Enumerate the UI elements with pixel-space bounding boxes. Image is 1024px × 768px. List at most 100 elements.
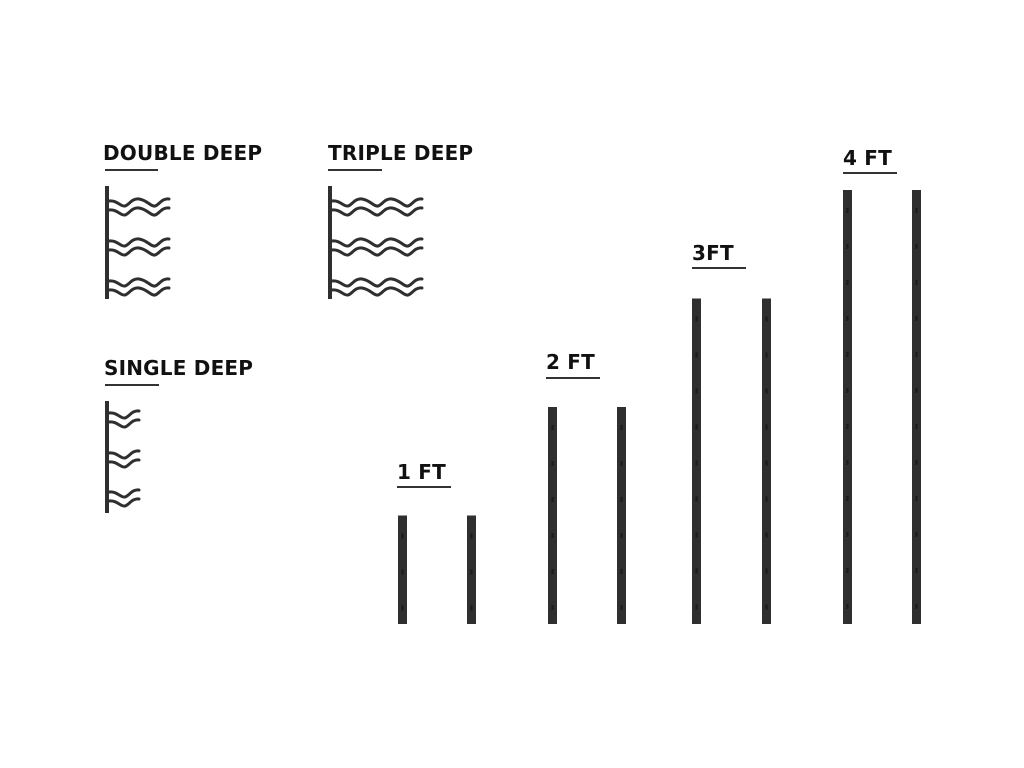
rail-2ft-label: 2 FT: [546, 350, 595, 374]
rail-slot: [695, 568, 698, 574]
rail-slot: [620, 533, 623, 538]
bottle-arm-wave: [330, 286, 424, 297]
rail-slot: [846, 280, 849, 285]
double-deep-label: DOUBLE DEEP: [103, 141, 263, 165]
rail-2ft: [548, 407, 557, 624]
rail-4ft: [843, 190, 852, 624]
rail-4ft-underline: [843, 172, 897, 174]
rail-slot: [846, 424, 849, 429]
rail-slot: [695, 532, 698, 538]
rail-slot: [695, 316, 698, 322]
rail-4ft: [912, 190, 921, 624]
rail-slot: [846, 496, 849, 501]
single-deep-label: SINGLE DEEP: [104, 356, 254, 380]
rail-slot: [915, 388, 918, 393]
rail-slot: [765, 532, 768, 538]
rail-slot: [915, 280, 918, 285]
rail-slot: [620, 425, 623, 430]
rail-slot: [915, 532, 918, 537]
rail-slot: [765, 604, 768, 610]
bottle-arm-wave: [330, 206, 424, 217]
rail-slot: [765, 316, 768, 322]
rail-slot: [551, 605, 554, 610]
triple-deep-label: TRIPLE DEEP: [328, 141, 474, 165]
rail-2ft-underline: [546, 377, 600, 379]
bottle-arm-wave: [107, 277, 171, 288]
double-deep-underline: [105, 169, 158, 171]
rail-slot: [401, 569, 404, 575]
bottle-arm-wave: [330, 237, 424, 248]
rail-slot: [695, 460, 698, 466]
rail-3ft-label: 3FT: [692, 241, 734, 265]
rail-slot: [551, 461, 554, 466]
rail-1ft-underline: [397, 486, 451, 488]
rail-slot: [846, 316, 849, 321]
rail-slot: [620, 461, 623, 466]
bottle-arm-wave: [107, 449, 141, 460]
rack-upright: [105, 186, 109, 299]
bottle-arm-wave: [107, 458, 141, 469]
rail-slot: [470, 605, 473, 611]
rail-slot: [846, 532, 849, 537]
rail-1ft-label: 1 FT: [397, 460, 446, 484]
rail-slot: [846, 388, 849, 393]
bottle-arm-wave: [107, 197, 171, 208]
rail-slot: [915, 460, 918, 465]
bottle-arm-wave: [107, 418, 141, 429]
triple-deep-underline: [328, 169, 382, 171]
rail-slot: [620, 497, 623, 502]
rail-slot: [551, 497, 554, 502]
rail-slot: [765, 424, 768, 430]
bottle-arm-wave: [107, 488, 141, 499]
rail-slot: [551, 425, 554, 430]
rail-slot: [915, 352, 918, 357]
rail-slot: [846, 244, 849, 249]
rail-3ft-underline: [692, 267, 746, 269]
bottle-arm-wave: [107, 497, 141, 508]
rail-slot: [915, 424, 918, 429]
rail-slot: [695, 424, 698, 430]
rack-upright: [105, 401, 109, 513]
rail-slot: [470, 533, 473, 539]
rail-slot: [551, 569, 554, 574]
rail-slot: [695, 496, 698, 502]
bottle-arm-wave: [107, 246, 171, 257]
bottle-arm-wave: [107, 206, 171, 217]
rail-slot: [695, 388, 698, 394]
rail-slot: [765, 352, 768, 358]
rail-slot: [915, 316, 918, 321]
rail-slot: [401, 605, 404, 611]
rail-slot: [915, 208, 918, 213]
rail-slot: [401, 533, 404, 539]
rail-slot: [695, 352, 698, 358]
rail-slot: [620, 605, 623, 610]
rail-slot: [765, 388, 768, 394]
rail-slot: [846, 460, 849, 465]
rail-slot: [765, 460, 768, 466]
rail-slot: [915, 496, 918, 501]
rail-slot: [620, 569, 623, 574]
bottle-arm-wave: [107, 409, 141, 420]
single-deep-underline: [105, 384, 159, 386]
rail-slot: [915, 568, 918, 573]
rail-slot: [915, 604, 918, 609]
bottle-arm-wave: [107, 286, 171, 297]
bottle-arm-wave: [330, 277, 424, 288]
rail-4ft-label: 4 FT: [843, 146, 892, 170]
rail-slot: [915, 244, 918, 249]
rail-slot: [765, 496, 768, 502]
bottle-arm-wave: [107, 237, 171, 248]
rail-slot: [765, 568, 768, 574]
rack-upright: [328, 186, 332, 299]
bottle-arm-wave: [330, 197, 424, 208]
bottle-arm-wave: [330, 246, 424, 257]
rail-slot: [846, 568, 849, 573]
rail-2ft: [617, 407, 626, 624]
rail-slot: [846, 208, 849, 213]
rail-slot: [695, 604, 698, 610]
rail-slot: [551, 533, 554, 538]
rail-slot: [846, 604, 849, 609]
rail-slot: [846, 352, 849, 357]
rail-slot: [470, 569, 473, 575]
